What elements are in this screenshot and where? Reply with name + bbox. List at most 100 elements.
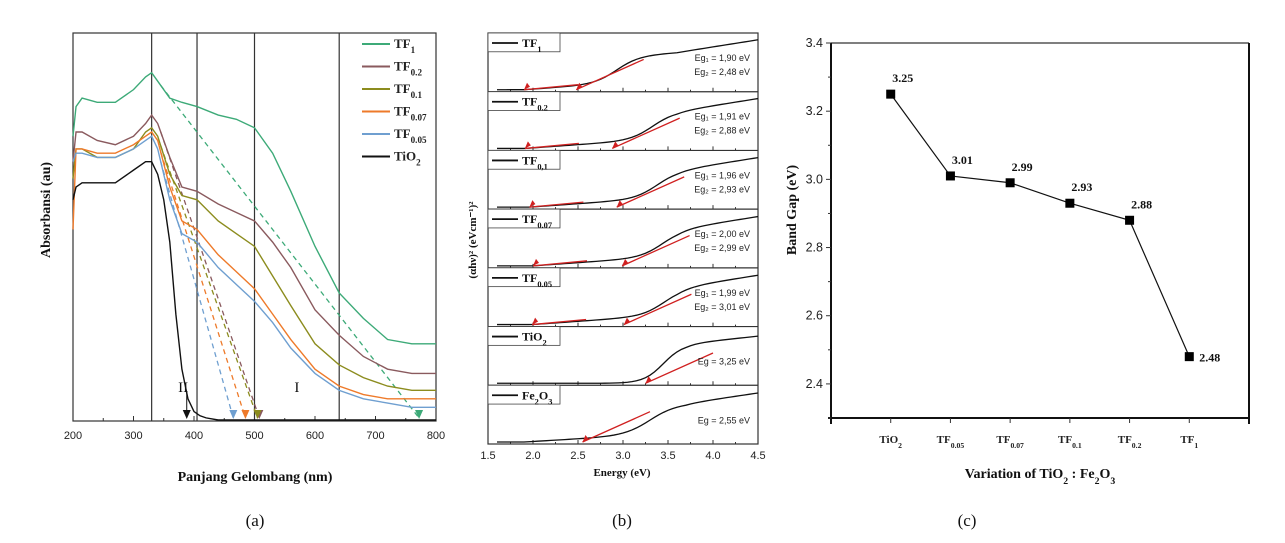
x-category-label-sub: 1 [1194,441,1198,450]
eg-value-label: Eg = 3,25 eV [698,357,750,367]
axis-title-part: O [1100,467,1111,482]
region-label-I: I [294,380,299,396]
eg-value-label: Eg₁ = 1,96 eV [695,170,750,180]
legend-entry-sub: 2 [416,158,421,168]
subpanel-legend-label-base: TF [522,95,537,109]
y-tick-label: 3.4 [806,36,823,50]
panel-a-absorbance-chart: Absorbansi (au) Panjang Gelombang (nm) (… [39,32,445,530]
intercept-arrow-icon [622,258,629,266]
data-value-label: 2.48 [1199,351,1220,365]
subpanel-legend-label-base: TF [522,212,537,226]
x-category-label-base: TF [1058,434,1072,446]
x-tick-label: 3.5 [660,450,675,462]
legend-entry: TF0.2 [394,59,422,78]
x-category-label: TF0.1 [1058,434,1082,450]
subpanel-legend-label-base: TF [522,153,537,167]
panel-c-label: (c) [958,511,977,530]
x-tick-label: 200 [64,430,82,442]
eg-value-label: Eg = 2,55 eV [698,415,750,425]
subpanel-legend-label-sub: 0.07 [537,221,552,230]
legend-entry-base: TF [394,104,411,119]
panel-b-y-axis-title: (αhν)² (eVcm⁻¹)² [467,201,479,279]
tangent-line [529,201,584,208]
intercept-arrow-icon [524,141,531,149]
x-category-label-sub: 0.05 [951,441,965,450]
x-tick-label: 4.0 [705,450,720,462]
subpanel-legend-label-sub: 2 [535,397,539,406]
tangent-line [582,411,651,443]
x-category-label-base: TF [1180,434,1194,446]
tangent-line [611,117,680,150]
legend-entry: TF0.1 [394,81,422,100]
x-category-label-base: TF [996,434,1010,446]
tangent-line [524,142,579,150]
tangent-dashed-line [160,85,420,419]
subpanel-legend-label-base: TF [522,36,537,50]
eg-value-label: Eg₁ = 1,99 eV [695,288,750,298]
legend-entry-sub: 0.1 [411,90,423,100]
eg-value-label: Eg₂ = 2,48 eV [694,67,750,77]
intercept-arrow-icon [623,317,630,325]
intercept-arrow-icon [645,376,652,384]
tangent-dashed-line [160,151,247,419]
x-tick-label: 4.5 [750,450,765,462]
data-value-label: 2.93 [1071,180,1092,194]
data-point-marker [1005,178,1015,188]
tangent-line [523,84,579,91]
legend-entry-base: TF [394,36,411,51]
data-point-marker [886,89,896,99]
subpanel-legend-label: TiO2 [522,330,547,348]
x-category-label-base: TF [1118,434,1132,446]
legend-entry: TF0.05 [394,126,427,145]
series-line-tf1 [72,71,436,345]
legend-entry-sub: 0.2 [411,68,423,78]
eg-value-label: Eg₂ = 2,99 eV [694,243,750,253]
data-point-marker [945,171,955,181]
tangent-dashed-line [160,145,259,419]
x-tick-label: 3.0 [615,450,630,462]
data-point-marker [1125,215,1135,225]
x-category-label-sub: 2 [898,441,902,450]
data-value-label: 3.25 [892,71,913,85]
y-tick-label: 2.8 [806,241,823,255]
panel-b-x-axis-title: Energy (eV) [593,467,650,479]
eg-value-label: Eg₂ = 3,01 eV [694,302,750,312]
y-tick-label: 3.2 [806,104,823,118]
subpanel-legend-label: TF1 [522,36,542,54]
panel-c-y-axis-title: Band Gap (eV) [785,165,800,256]
subpanel-legend-label: TF0.07 [522,212,552,230]
tangent-line [616,176,685,208]
x-tick-label: 1.5 [480,450,495,462]
panel-a-y-axis-title: Absorbansi (au) [39,162,54,258]
y-tick-label: 3.0 [806,172,823,186]
panel-c-x-axis-title: Variation of TiO2 : Fe2O3 [965,467,1116,487]
intercept-arrow-icon [253,410,262,419]
band-gap-line [890,93,1190,357]
data-point-marker [1184,352,1194,362]
x-tick-label: 400 [185,430,203,442]
intercept-arrow-icon [533,258,539,266]
x-category-label-base: TF [937,434,951,446]
x-tick-label: 500 [245,430,263,442]
panel-b-tauc-plot: (αhν)² (eVcm⁻¹)² Energy (eV) (b) TF1Eg₁ … [467,32,766,530]
panel-a-label: (a) [246,511,265,530]
x-tick-label: 300 [124,430,142,442]
intercept-arrow-icon [229,410,238,419]
tauc-curve [497,335,759,384]
subpanel-legend-label-sub: 2 [542,338,546,347]
x-category-label: TF0.07 [996,434,1024,450]
eg-value-label: Eg₁ = 2,00 eV [695,229,750,239]
legend-entry: TF0.07 [394,104,427,123]
intercept-arrow-icon [524,82,530,90]
axis-title-part: : Fe [1068,467,1094,482]
eg-value-label: Eg₂ = 2,93 eV [694,184,750,194]
x-category-label-base: TiO [879,434,898,446]
region-label-II: II [178,380,188,396]
legend-entry-base: TiO [394,149,416,164]
intercept-arrow-icon [182,410,191,419]
x-tick-label: 700 [366,430,384,442]
series-line-tf0.2 [72,113,436,375]
axis-title-part: 2 [1095,476,1100,487]
axis-title-part: 2 [1063,476,1068,487]
